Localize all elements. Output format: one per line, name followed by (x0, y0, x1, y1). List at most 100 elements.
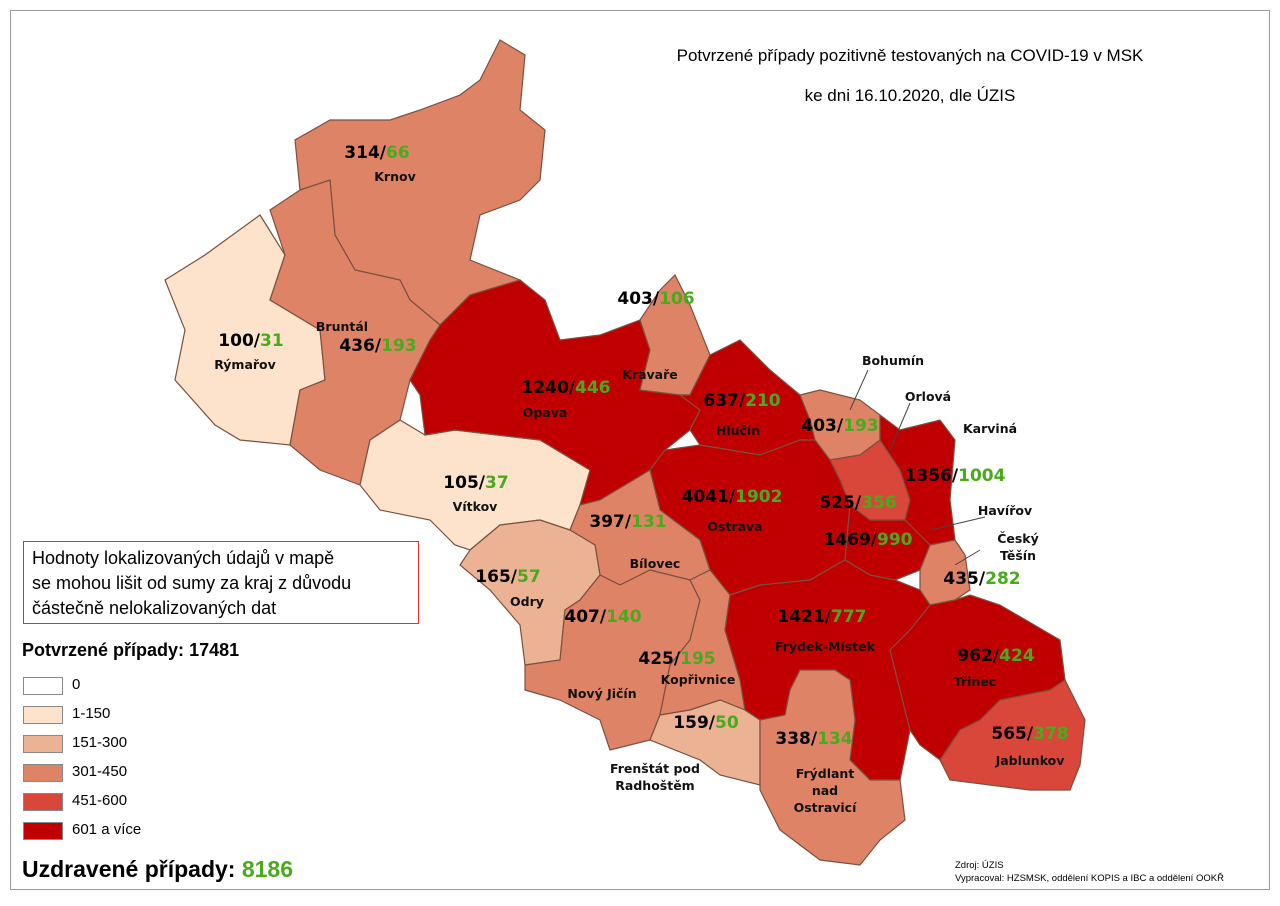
legend-swatch (23, 735, 63, 753)
note: Hodnoty lokalizovaných údajů v mapě se m… (23, 541, 419, 624)
value: 17481 (189, 640, 240, 660)
district-count: 1240/446 (521, 378, 610, 398)
district-name: Bílovec (629, 556, 681, 571)
separator: / (978, 569, 986, 589)
district-area (939, 679, 1086, 791)
confirmed: 565 (991, 724, 1027, 744)
district-count: 525/356 (819, 493, 896, 513)
district-count: 100/31 (218, 331, 283, 351)
recovered: 195 (680, 649, 716, 669)
recovered: 66 (386, 143, 410, 163)
recovered: 31 (260, 331, 284, 351)
district-count: 338/134 (775, 729, 852, 749)
confirmed: 1356 (904, 466, 952, 486)
legend-label: 301-450 (72, 763, 128, 780)
separator: / (728, 487, 736, 507)
recovered: 282 (985, 569, 1021, 589)
district-count: 637/210 (703, 391, 780, 411)
confirmed: 100 (218, 331, 254, 351)
recovered: 193 (381, 336, 417, 356)
district-name: Hlučín (715, 423, 761, 438)
legend-label: 151-300 (72, 734, 128, 751)
source: Zdroj: ÚZIS (955, 860, 1004, 871)
district-name: Ostrava (707, 519, 763, 534)
district-count: 1356/1004 (905, 466, 1006, 486)
district-name: Frýdek-Místek (775, 639, 875, 654)
recovered: 1004 (958, 466, 1006, 486)
district-count: 435/282 (943, 569, 1020, 589)
subtitle: ke dni 16.10.2020, dle ÚZIS (804, 86, 1016, 105)
separator: / (568, 378, 576, 398)
district-name: Bruntál (315, 319, 369, 334)
district-name: Orlová (904, 389, 952, 404)
confirmed-total: Potvrzené případy: 17481 (22, 640, 239, 661)
confirmed: 403 (617, 289, 653, 309)
confirmed: 425 (638, 649, 674, 669)
legend-swatch (23, 793, 63, 811)
districts (164, 39, 1086, 866)
separator: / (374, 336, 382, 356)
district-name: Frýdlant nad Ostravicí (793, 766, 857, 815)
district-count: 425/195 (638, 649, 715, 669)
confirmed: 962 (957, 646, 993, 666)
recovered: 106 (659, 289, 695, 309)
confirmed: 436 (339, 336, 375, 356)
confirmed: 1421 (777, 607, 825, 627)
recovered: 446 (575, 378, 611, 398)
legend-swatch (23, 822, 63, 840)
separator: / (738, 391, 746, 411)
legend-label: 0 (72, 676, 81, 693)
district-name: Jablunkov (995, 753, 1065, 768)
leader-line (954, 549, 981, 566)
confirmed: 159 (673, 713, 709, 733)
separator: / (673, 649, 681, 669)
separator: / (810, 729, 818, 749)
district-count: 1469/990 (823, 530, 912, 550)
district-count: 165/57 (475, 567, 540, 587)
district-count: 159/50 (673, 713, 738, 733)
district-count: 436/193 (339, 336, 416, 356)
source: Vypracoval: HZSMSK, oddělení KOPIS a IBC… (955, 873, 1224, 884)
leader-lines (849, 369, 986, 566)
recovered: 37 (485, 473, 509, 493)
district-count: 407/140 (564, 607, 641, 627)
leader-line (889, 402, 911, 451)
recovered: 210 (745, 391, 781, 411)
confirmed: 637 (703, 391, 739, 411)
recovered: 193 (843, 416, 879, 436)
district-name: Krnov (374, 169, 416, 184)
confirmed: 1469 (823, 530, 871, 550)
separator: / (992, 646, 1000, 666)
district-count: 962/424 (957, 646, 1034, 666)
legend-swatch (23, 706, 63, 724)
value: 8186 (241, 856, 294, 882)
recovered: 50 (715, 713, 739, 733)
label: Potvrzené případy: (22, 640, 185, 660)
district-count: 403/193 (801, 416, 878, 436)
confirmed: 4041 (681, 487, 729, 507)
confirmed: 105 (443, 473, 479, 493)
separator: / (652, 289, 660, 309)
recovered: 777 (831, 607, 867, 627)
district-area (409, 279, 701, 506)
district-name: Frenštát pod Radhoštěm (610, 761, 700, 793)
confirmed: 165 (475, 567, 511, 587)
separator: / (379, 143, 387, 163)
separator: / (824, 607, 832, 627)
recovered: 424 (999, 646, 1035, 666)
district-count: 314/66 (344, 143, 409, 163)
district-name: Odry (510, 594, 544, 609)
legend-label: 451-600 (72, 792, 128, 809)
separator: / (510, 567, 518, 587)
confirmed: 314 (344, 143, 380, 163)
frame (10, 10, 1270, 890)
note-line: částečně nelokalizovaných dat (32, 598, 277, 618)
separator: / (478, 473, 486, 493)
district-name: Rýmařov (214, 357, 276, 372)
district-name: Karviná (962, 421, 1018, 436)
confirmed: 403 (801, 416, 837, 436)
district-name: Havířov (977, 503, 1033, 518)
recovered: 1902 (735, 487, 783, 507)
confirmed: 338 (775, 729, 811, 749)
